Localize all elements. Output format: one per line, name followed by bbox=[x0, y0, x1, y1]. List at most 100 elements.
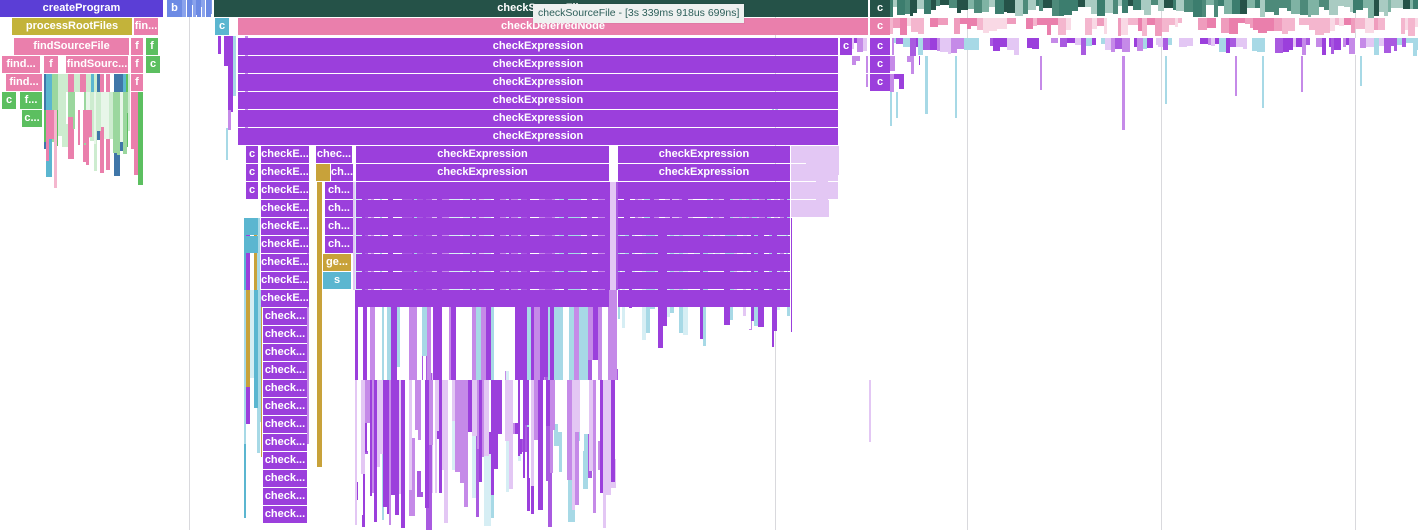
frame-tick[interactable] bbox=[110, 74, 114, 108]
frame-tick[interactable] bbox=[465, 290, 467, 356]
frame-tick[interactable] bbox=[889, 56, 895, 71]
frame-checkexpression[interactable]: checkExpression bbox=[238, 74, 838, 91]
frame-tick[interactable] bbox=[910, 38, 916, 56]
frame-tick[interactable] bbox=[1036, 0, 1039, 6]
frame-spike-11[interactable] bbox=[1040, 56, 1042, 90]
frame-tick[interactable] bbox=[854, 56, 856, 65]
frame-tick[interactable] bbox=[1397, 38, 1402, 45]
frame-tick[interactable] bbox=[897, 0, 905, 15]
frame-tick[interactable] bbox=[1147, 38, 1153, 48]
frame-tick[interactable] bbox=[367, 290, 370, 451]
frame-tick[interactable] bbox=[433, 290, 436, 424]
frame-tick[interactable] bbox=[429, 380, 433, 445]
frame-spike-1[interactable] bbox=[224, 36, 233, 66]
frame-tick[interactable] bbox=[1218, 0, 1224, 6]
frame-tick[interactable] bbox=[505, 290, 509, 371]
frame-block[interactable] bbox=[618, 290, 790, 307]
frame-tick[interactable] bbox=[1283, 38, 1289, 52]
frame-tick[interactable] bbox=[893, 0, 897, 7]
frame-tick[interactable] bbox=[1134, 38, 1137, 47]
frame-tick[interactable] bbox=[611, 380, 615, 482]
frame-tick[interactable] bbox=[940, 38, 948, 52]
frame-tick[interactable] bbox=[1151, 0, 1158, 5]
frame-tick[interactable] bbox=[250, 290, 254, 378]
frame-tick[interactable] bbox=[1215, 38, 1219, 44]
frame-tick[interactable] bbox=[421, 380, 425, 492]
frame-tick[interactable] bbox=[138, 92, 143, 185]
frame-tick[interactable] bbox=[104, 92, 109, 139]
frame-tick[interactable] bbox=[113, 92, 117, 153]
frame-tick[interactable] bbox=[482, 380, 484, 457]
frame-tick[interactable] bbox=[1052, 0, 1059, 16]
frame-tick[interactable] bbox=[977, 18, 983, 30]
frame-tick[interactable] bbox=[983, 18, 989, 33]
frame-chec[interactable]: chec... bbox=[316, 146, 352, 163]
frame-tick[interactable] bbox=[1319, 0, 1324, 7]
frame-tick[interactable] bbox=[1114, 18, 1118, 33]
frame-tick[interactable] bbox=[1198, 18, 1207, 30]
frame-f[interactable]: f bbox=[131, 38, 143, 55]
frame-findsourcefile[interactable]: findSourceFile bbox=[14, 38, 129, 55]
frame-tick[interactable] bbox=[1243, 38, 1247, 49]
frame-tick[interactable] bbox=[481, 290, 486, 456]
frame-tick[interactable] bbox=[1014, 38, 1019, 55]
frame-tick[interactable] bbox=[484, 380, 489, 456]
frame-tick[interactable] bbox=[894, 74, 899, 79]
frame-tick[interactable] bbox=[317, 182, 322, 467]
frame-spike-9[interactable] bbox=[925, 56, 928, 114]
frame-tick[interactable] bbox=[670, 182, 672, 253]
frame-checke[interactable]: checkE... bbox=[261, 236, 309, 253]
frame-tick[interactable] bbox=[1415, 18, 1418, 27]
frame-tick[interactable] bbox=[491, 380, 494, 495]
frame-tick[interactable] bbox=[584, 380, 589, 434]
frame-tick[interactable] bbox=[1221, 18, 1229, 33]
frame-tick[interactable] bbox=[1169, 18, 1175, 25]
frame-tick[interactable] bbox=[1300, 0, 1308, 15]
frame-tick[interactable] bbox=[1071, 18, 1076, 32]
frame-tick[interactable] bbox=[1202, 0, 1206, 17]
frame-tick[interactable] bbox=[1394, 38, 1397, 51]
frame-tick[interactable] bbox=[989, 0, 995, 7]
frame-tick[interactable] bbox=[1330, 18, 1335, 31]
frame-tick[interactable] bbox=[1247, 0, 1255, 8]
frame-tick[interactable] bbox=[919, 56, 920, 65]
frame-tick[interactable] bbox=[1141, 0, 1144, 10]
frame-block[interactable] bbox=[618, 200, 790, 217]
frame-tick[interactable] bbox=[258, 290, 261, 422]
frame-tick[interactable] bbox=[1047, 18, 1051, 35]
frame-tick[interactable] bbox=[938, 18, 948, 25]
frame-tick[interactable] bbox=[866, 74, 868, 87]
frame-tick[interactable] bbox=[1004, 0, 1007, 12]
frame-tick[interactable] bbox=[1274, 18, 1282, 31]
frame-tick[interactable] bbox=[353, 182, 355, 330]
frame-spike-7[interactable] bbox=[890, 92, 892, 126]
frame-tick[interactable] bbox=[1344, 0, 1350, 7]
frame-c[interactable]: c bbox=[146, 56, 160, 73]
frame-tick[interactable] bbox=[68, 92, 73, 117]
frame-tick[interactable] bbox=[1395, 18, 1401, 26]
frame-tick[interactable] bbox=[435, 380, 439, 431]
frame-tick[interactable] bbox=[1067, 38, 1075, 43]
frame-block[interactable] bbox=[197, 0, 201, 17]
frame-tick[interactable] bbox=[593, 380, 596, 513]
frame-tick[interactable] bbox=[546, 380, 550, 426]
frame-block[interactable] bbox=[206, 0, 211, 17]
frame-tick[interactable] bbox=[1388, 0, 1391, 12]
frame-tick[interactable] bbox=[1257, 38, 1265, 52]
frame-tick[interactable] bbox=[380, 380, 383, 454]
frame-spike-14[interactable] bbox=[1235, 56, 1237, 96]
frame-tick[interactable] bbox=[309, 182, 312, 385]
frame-tick[interactable] bbox=[1324, 0, 1329, 10]
frame-tick[interactable] bbox=[523, 380, 525, 478]
frame-tick[interactable] bbox=[1230, 38, 1236, 47]
frame-tick[interactable] bbox=[1309, 18, 1315, 30]
frame-block[interactable] bbox=[618, 254, 790, 271]
frame-block[interactable] bbox=[202, 0, 205, 17]
frame-tick[interactable] bbox=[852, 38, 854, 49]
frame-tick[interactable] bbox=[575, 380, 580, 432]
frame-tick[interactable] bbox=[957, 0, 961, 13]
frame-tick[interactable] bbox=[615, 380, 618, 459]
frame-block[interactable] bbox=[316, 164, 330, 181]
frame-tick[interactable] bbox=[1033, 18, 1037, 26]
